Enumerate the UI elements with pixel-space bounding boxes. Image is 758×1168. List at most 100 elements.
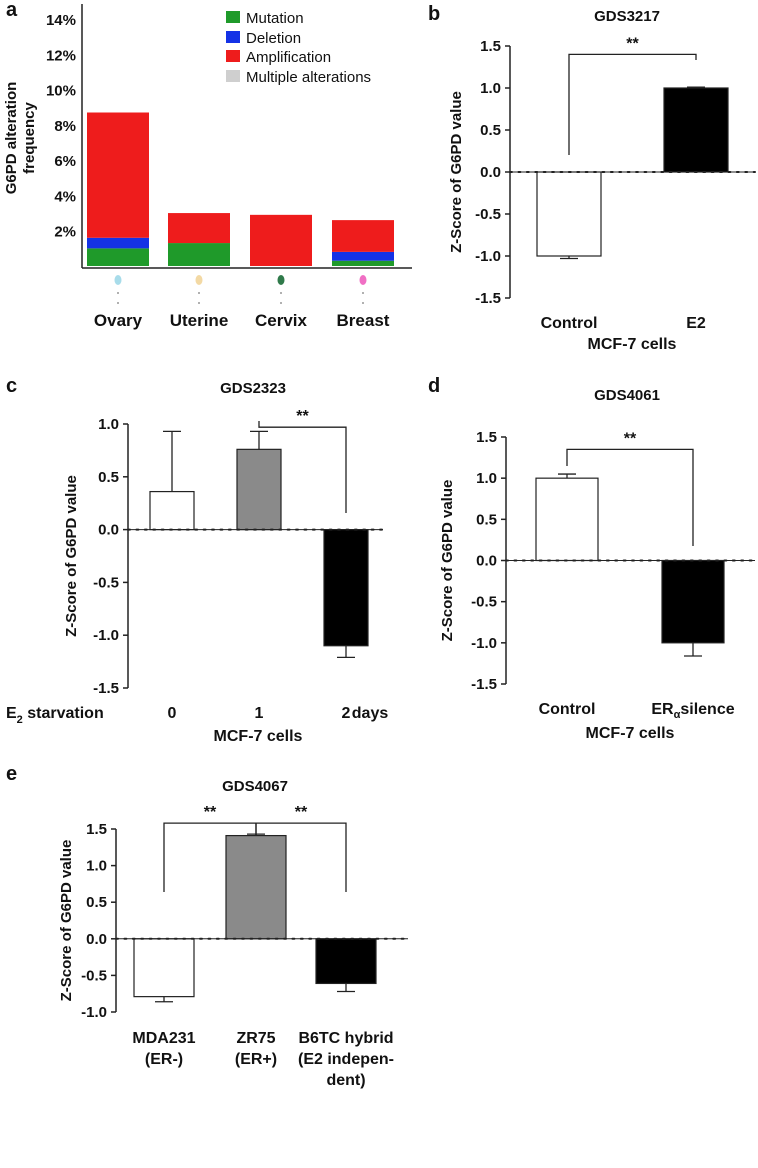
panel-e-significance-bracket bbox=[255, 822, 347, 892]
panel-a-bar-ovary-amplification bbox=[87, 112, 149, 238]
panel-label-c: c bbox=[6, 375, 17, 397]
panel-b-y-tick-label: -0.5 bbox=[475, 206, 501, 223]
panel-d-significance-label: ** bbox=[624, 430, 637, 447]
panel-a-legend-label: Multiple alterations bbox=[246, 69, 371, 86]
panel-c-category-suffix: days bbox=[352, 705, 389, 722]
panel-e-y-label: Z-Score of G6PD value bbox=[58, 840, 75, 1002]
panel-d-y-tick-label: 1.5 bbox=[476, 429, 497, 446]
panel-e-y-tick-label: 1.0 bbox=[86, 858, 107, 875]
panel-d-title: GDS4061 bbox=[594, 387, 660, 404]
panel-label-d: d bbox=[428, 375, 440, 397]
panel-b: -1.5 -1.0 -0.5 0.0 0.5 1.0 1.5 GDS3217 Z-Score o… bbox=[448, 8, 756, 353]
panel-a-category-dot bbox=[362, 302, 364, 304]
panel-a-legend-label: Amplification bbox=[246, 49, 331, 66]
panel-a-category-dot bbox=[198, 302, 200, 304]
panel-d-y-tick-label: 0.0 bbox=[476, 553, 497, 570]
panel-b-y-tick-label: 1.5 bbox=[480, 38, 501, 55]
panel-a-y-tick-label: 8% bbox=[54, 118, 76, 135]
panel-c-y-tick-label: 0.5 bbox=[98, 469, 119, 486]
panel-c-significance-bracket bbox=[258, 421, 347, 513]
panel-d-category-label: ERαsilence bbox=[651, 701, 734, 721]
panel-a-y-tick-label: 10% bbox=[46, 83, 76, 100]
panel-b-bar-0 bbox=[536, 171, 602, 257]
panel-b-significance-bracket bbox=[568, 53, 697, 155]
panel-d-y-tick-label: 0.5 bbox=[476, 511, 497, 528]
panel-a-y-tick-label: 4% bbox=[54, 188, 76, 205]
panel-c-bar-2 bbox=[323, 528, 369, 647]
panel-a-bar-ovary-mutation bbox=[87, 248, 149, 266]
panel-d-category-label: Control bbox=[539, 701, 596, 718]
panel-a-legend-label: Mutation bbox=[246, 10, 304, 27]
panel-e-y-tick-label: -1.0 bbox=[81, 1004, 107, 1021]
panel-b-title: GDS3217 bbox=[594, 8, 660, 25]
panel-e-y-tick-label: 0.5 bbox=[86, 894, 107, 911]
panel-e-y-tick-label: -0.5 bbox=[81, 967, 107, 984]
panel-a-legend-swatch bbox=[226, 31, 240, 43]
panel-d-significance-bracket bbox=[566, 448, 694, 546]
panel-c-x-prefix-label: E2 starvation bbox=[6, 705, 104, 726]
panel-a-y-tick-label: 2% bbox=[54, 224, 76, 241]
panel-a-category-dot bbox=[117, 302, 119, 304]
panel-d-x-label: MCF-7 cells bbox=[586, 725, 675, 742]
panel-e-title: GDS4067 bbox=[222, 778, 288, 795]
panel-a-bar-breast-deletion bbox=[332, 251, 394, 261]
panel-d-y-tick-label: -1.0 bbox=[471, 635, 497, 652]
panel-c-y-tick-label: -1.0 bbox=[93, 627, 119, 644]
panel-b-bar-1 bbox=[663, 87, 729, 173]
panel-c-y-tick-label: 1.0 bbox=[98, 416, 119, 433]
panel-a-category-dot bbox=[280, 302, 282, 304]
panel-b-category-label: E2 bbox=[686, 315, 706, 332]
panel-a-legend-swatch bbox=[226, 11, 240, 23]
panel-e: -1.0 -0.5 0.0 0.5 1.0 1.5 GDS4067 Z-Score of G6… bbox=[58, 778, 409, 1089]
panel-e-category-label: (ER-) bbox=[145, 1051, 183, 1068]
panel-a-category-label: Ovary bbox=[94, 311, 143, 330]
panel-a-category-dot bbox=[280, 292, 282, 294]
panel-c-category-label: 0 bbox=[168, 705, 177, 722]
panel-b-y-tick-label: -1.0 bbox=[475, 248, 501, 265]
panel-c-bar-1 bbox=[236, 448, 282, 531]
panel-a-y-tick-label: 6% bbox=[54, 153, 76, 170]
panel-a: 2% 4% 6% 8% 10% 12% 14% G6PD alteration frequenc… bbox=[3, 4, 412, 330]
panel-a-category-marker bbox=[114, 275, 122, 285]
panel-d-y-label: Z-Score of G6PD value bbox=[439, 480, 456, 642]
panel-c-category-label: 1 bbox=[255, 705, 264, 722]
panel-b-y-tick-label: 0.0 bbox=[480, 164, 501, 181]
panel-a-y-label-line2: frequency bbox=[21, 102, 38, 174]
panel-e-category-label: ZR75 bbox=[236, 1030, 275, 1047]
panel-label-b: b bbox=[428, 3, 440, 25]
panel-a-y-tick-label: 14% bbox=[46, 12, 76, 29]
panel-a-category-label: Breast bbox=[337, 311, 390, 330]
panel-e-y-tick-label: 1.5 bbox=[86, 821, 107, 838]
panel-b-y-tick-label: 1.0 bbox=[480, 80, 501, 97]
panel-a-category-dot bbox=[198, 292, 200, 294]
panel-a-legend-swatch bbox=[226, 70, 240, 82]
panel-c-title: GDS2323 bbox=[220, 380, 286, 397]
panel-a-legend-swatch bbox=[226, 50, 240, 62]
panel-c: -1.5 -1.0 -0.5 0.0 0.5 1.0 GDS2323 Z-Score of G… bbox=[6, 380, 388, 745]
panel-d-bar-1 bbox=[661, 559, 725, 644]
panel-c-significance-label: ** bbox=[296, 408, 309, 425]
panel-d: -1.5 -1.0 -0.5 0.0 0.5 1.0 1.5 GDS4061 Z-Score o… bbox=[439, 387, 756, 742]
panel-e-category-label: MDA231 bbox=[132, 1030, 195, 1047]
panel-d-y-tick-label: -1.5 bbox=[471, 676, 497, 693]
panel-a-bar-breast-amplification bbox=[332, 220, 394, 252]
panel-b-x-label: MCF-7 cells bbox=[588, 336, 677, 353]
panel-a-bar-uterine-mutation bbox=[168, 243, 230, 266]
panel-a-bar-breast-mutation bbox=[332, 260, 394, 266]
panel-e-bar-1 bbox=[225, 834, 287, 940]
panel-a-category-label: Uterine bbox=[170, 311, 229, 330]
panel-label-e: e bbox=[6, 763, 17, 785]
panel-a-legend-label: Deletion bbox=[246, 30, 301, 47]
panel-c-bar-0 bbox=[149, 490, 195, 531]
panel-c-x-label: MCF-7 cells bbox=[214, 728, 303, 745]
panel-e-significance-label: ** bbox=[204, 804, 217, 821]
panel-b-category-label: Control bbox=[541, 315, 598, 332]
panel-c-y-tick-label: -1.5 bbox=[93, 680, 119, 697]
panel-b-y-tick-label: -1.5 bbox=[475, 290, 501, 307]
panel-label-a: a bbox=[6, 0, 18, 21]
panel-a-y-tick-label: 12% bbox=[46, 47, 76, 64]
panel-e-y-tick-label: 0.0 bbox=[86, 931, 107, 948]
panel-a-category-marker bbox=[359, 275, 367, 285]
panel-c-category-label: 2 bbox=[342, 705, 351, 722]
